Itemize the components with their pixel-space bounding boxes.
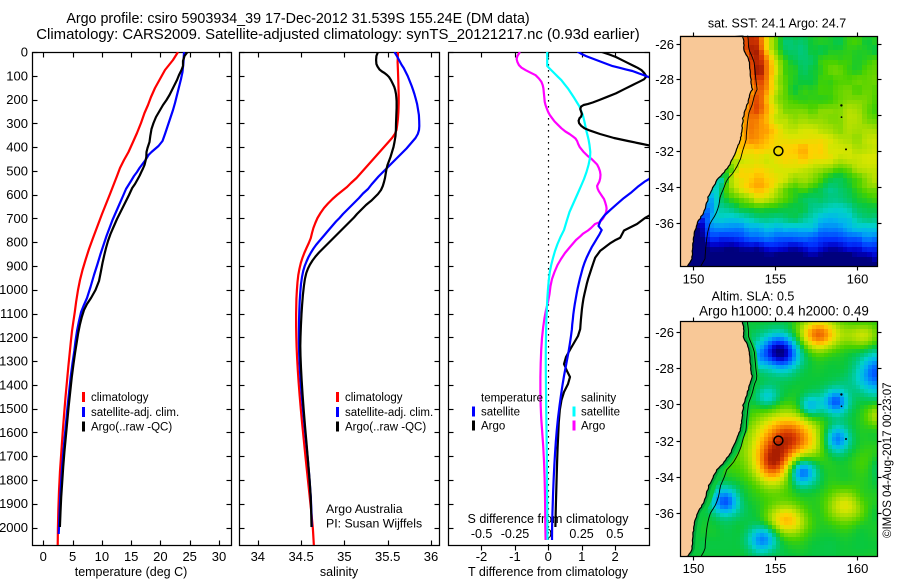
svg-text:©IMOS 04-Aug-2017 00:23:07: ©IMOS 04-Aug-2017 00:23:07	[882, 382, 894, 538]
svg-text:-36: -36	[655, 506, 674, 521]
svg-text:Argo Australia: Argo Australia	[326, 502, 403, 516]
svg-text:15: 15	[124, 549, 138, 564]
svg-text:200: 200	[6, 92, 28, 107]
svg-text:-28: -28	[655, 361, 674, 376]
svg-text:-34: -34	[655, 180, 674, 195]
svg-text:-1: -1	[509, 549, 521, 564]
svg-text:-2: -2	[476, 549, 488, 564]
svg-text:T difference from climatology: T difference from climatology	[468, 565, 629, 579]
svg-text:climatology: climatology	[91, 392, 149, 404]
svg-text:Altim. SLA: 0.5: Altim. SLA: 0.5	[712, 290, 795, 304]
svg-text:0: 0	[545, 549, 552, 564]
svg-text:-32: -32	[655, 144, 674, 159]
svg-text:salinity: salinity	[581, 393, 616, 405]
svg-text:-26: -26	[655, 325, 674, 340]
svg-text:1400: 1400	[0, 377, 28, 392]
svg-text:1500: 1500	[0, 401, 28, 416]
svg-text:400: 400	[6, 140, 28, 155]
svg-text:1100: 1100	[0, 306, 28, 321]
svg-text:35.5: 35.5	[375, 549, 400, 564]
svg-text:0.5: 0.5	[606, 527, 623, 541]
svg-text:salinity: salinity	[320, 565, 359, 579]
svg-text:2000: 2000	[0, 520, 28, 535]
svg-text:160: 160	[847, 561, 869, 576]
svg-text:0.25: 0.25	[569, 527, 593, 541]
svg-text:Argo: Argo	[481, 421, 505, 433]
svg-text:Argo profile: csiro 5903934_39: Argo profile: csiro 5903934_39 17-Dec-20…	[66, 11, 529, 27]
svg-text:34.5: 34.5	[288, 549, 313, 564]
svg-text:25: 25	[182, 549, 196, 564]
svg-text:20: 20	[153, 549, 167, 564]
svg-text:-30: -30	[655, 397, 674, 412]
svg-text:1000: 1000	[0, 282, 28, 297]
svg-text:-26: -26	[655, 37, 674, 52]
svg-text:30: 30	[212, 549, 226, 564]
svg-text:1900: 1900	[0, 496, 28, 511]
svg-text:Argo(..raw -QC): Argo(..raw -QC)	[91, 422, 172, 434]
svg-text:1600: 1600	[0, 425, 28, 440]
svg-text:2: 2	[611, 549, 618, 564]
svg-text:150: 150	[683, 561, 705, 576]
svg-text:35: 35	[337, 549, 351, 564]
svg-text:-32: -32	[655, 434, 674, 449]
svg-text:1700: 1700	[0, 449, 28, 464]
svg-text:satellite-adj. clim.: satellite-adj. clim.	[345, 407, 433, 419]
svg-text:34: 34	[251, 549, 265, 564]
svg-text:300: 300	[6, 116, 28, 131]
svg-text:Argo: Argo	[581, 421, 605, 433]
svg-text:PI: Susan Wijffels: PI: Susan Wijffels	[326, 517, 422, 531]
svg-text:Argo(..raw -QC): Argo(..raw -QC)	[345, 422, 426, 434]
svg-text:climatology: climatology	[345, 392, 403, 404]
svg-text:Climatology: CARS2009. Satelli: Climatology: CARS2009. Satellite-adjuste…	[36, 27, 639, 43]
svg-text:150: 150	[683, 272, 705, 287]
svg-text:700: 700	[6, 211, 28, 226]
svg-text:-34: -34	[655, 470, 674, 485]
svg-text:satellite-adj. clim.: satellite-adj. clim.	[91, 407, 179, 419]
svg-text:satellite: satellite	[581, 407, 620, 419]
svg-text:-0.5: -0.5	[471, 527, 493, 541]
svg-text:155: 155	[765, 561, 787, 576]
svg-text:-36: -36	[655, 216, 674, 231]
svg-text:-30: -30	[655, 108, 674, 123]
svg-text:-0.25: -0.25	[501, 527, 530, 541]
svg-text:0: 0	[40, 549, 47, 564]
svg-text:1800: 1800	[0, 472, 28, 487]
svg-text:temperature: temperature	[481, 393, 543, 405]
svg-text:900: 900	[6, 259, 28, 274]
svg-text:155: 155	[765, 272, 787, 287]
svg-text:Argo h1000: 0.4 h2000: 0.49: Argo h1000: 0.4 h2000: 0.49	[699, 304, 869, 319]
svg-text:600: 600	[6, 187, 28, 202]
svg-text:5: 5	[69, 549, 76, 564]
svg-text:satellite: satellite	[481, 407, 520, 419]
svg-text:1: 1	[578, 549, 585, 564]
svg-text:800: 800	[6, 235, 28, 250]
svg-text:temperature (deg C): temperature (deg C)	[75, 565, 188, 579]
svg-text:500: 500	[6, 163, 28, 178]
svg-text:sat. SST: 24.1 Argo: 24.7: sat. SST: 24.1 Argo: 24.7	[708, 17, 846, 31]
svg-text:160: 160	[847, 272, 869, 287]
svg-text:36: 36	[424, 549, 438, 564]
svg-text:-28: -28	[655, 72, 674, 87]
svg-text:10: 10	[95, 549, 109, 564]
svg-text:1300: 1300	[0, 354, 28, 369]
svg-text:0: 0	[21, 45, 28, 60]
svg-text:1200: 1200	[0, 330, 28, 345]
svg-text:100: 100	[6, 68, 28, 83]
